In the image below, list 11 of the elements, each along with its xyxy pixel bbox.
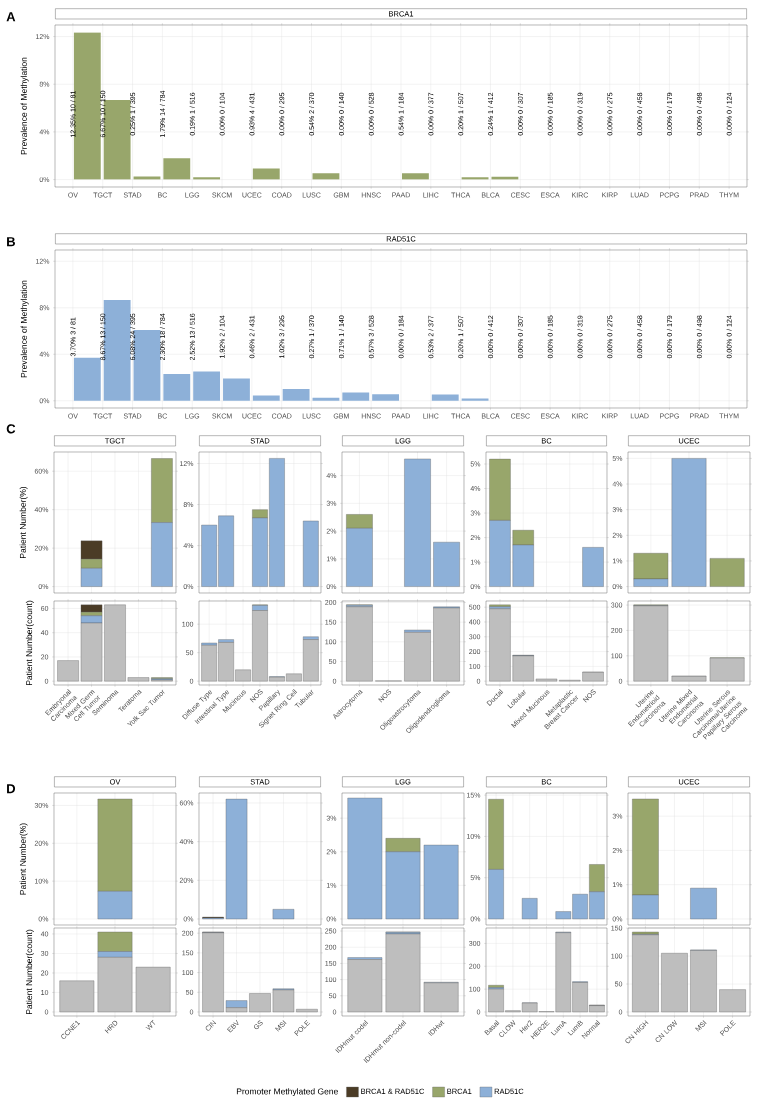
y-axis-title: Patient Number(count) — [25, 600, 34, 686]
text: B — [7, 237, 15, 247]
y-axis-title: Patient Number(count) — [25, 929, 34, 1015]
text: A — [6, 12, 16, 22]
legend-title: Promoter Methylated Gene — [236, 1088, 338, 1097]
y-axis-title: Patient Number(%) — [19, 823, 28, 895]
y-axis-title: Prevalence of Methylation — [20, 280, 29, 378]
y-axis-title: Prevalence of Methylation — [20, 57, 29, 155]
y-axis-title: Patient Number(%) — [19, 486, 28, 558]
text: D — [7, 784, 16, 794]
text: C — [6, 424, 16, 434]
